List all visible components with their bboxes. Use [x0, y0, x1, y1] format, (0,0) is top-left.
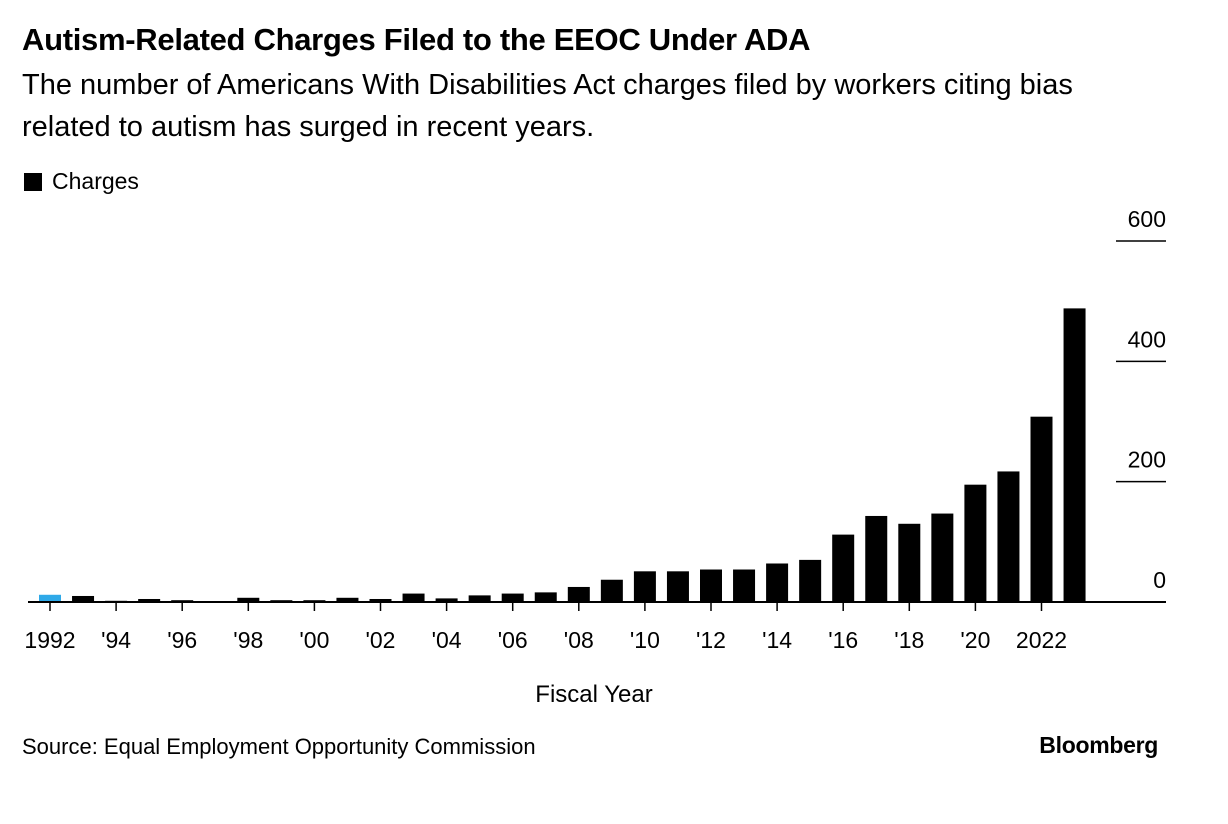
x-tick-label: '02 — [366, 627, 396, 653]
bar — [534, 592, 557, 602]
x-tick-label: '14 — [762, 627, 792, 653]
bar — [964, 484, 987, 602]
legend: Charges — [24, 168, 139, 195]
bar — [1063, 308, 1086, 602]
bar — [733, 569, 756, 602]
bar — [766, 563, 789, 602]
bar — [369, 598, 392, 602]
bar — [1030, 416, 1053, 602]
bar — [435, 598, 458, 602]
x-tick-label: '18 — [894, 627, 924, 653]
bar — [72, 595, 95, 602]
x-tick-label: 2022 — [1016, 627, 1067, 653]
bar — [501, 593, 524, 602]
bar — [931, 513, 954, 602]
x-tick-label: '04 — [432, 627, 462, 653]
x-tick-label: '10 — [630, 627, 660, 653]
bar — [600, 579, 623, 602]
x-tick-label: '06 — [498, 627, 528, 653]
x-tick-label: 1992 — [24, 627, 75, 653]
chart-subtitle: The number of Americans With Disabilitie… — [22, 69, 1073, 143]
x-tick-label: '12 — [696, 627, 726, 653]
x-tick-label: '00 — [299, 627, 329, 653]
bar — [336, 597, 359, 602]
x-tick-label: '16 — [828, 627, 858, 653]
source-note: Source: Equal Employment Opportunity Com… — [22, 734, 536, 759]
bar — [39, 594, 61, 602]
bar — [402, 593, 425, 602]
y-tick-label: 0 — [1153, 567, 1166, 593]
legend-swatch — [24, 172, 42, 191]
bar — [468, 595, 491, 602]
x-tick-label: '96 — [167, 627, 197, 653]
bar — [567, 586, 590, 602]
brand-logo: Bloomberg — [1039, 732, 1158, 758]
x-tick-label: '94 — [101, 627, 131, 653]
y-tick-label: 400 — [1128, 326, 1166, 352]
y-tick-label: 600 — [1128, 206, 1166, 232]
bar — [666, 571, 689, 602]
legend-label: Charges — [52, 168, 139, 194]
bar — [799, 559, 822, 602]
y-tick-label: 200 — [1128, 447, 1166, 473]
bar — [898, 523, 921, 602]
bar — [633, 571, 656, 602]
chart-title: Autism-Related Charges Filed to the EEOC… — [22, 22, 811, 57]
bar — [138, 598, 161, 602]
bar — [700, 569, 722, 602]
x-tick-label: '20 — [960, 627, 990, 653]
x-axis-title: Fiscal Year — [535, 681, 652, 708]
x-tick-label: '08 — [564, 627, 594, 653]
bar — [997, 471, 1020, 602]
bar — [237, 597, 260, 602]
x-tick-label: '98 — [233, 627, 263, 653]
bar — [832, 534, 855, 602]
bar — [865, 515, 888, 602]
